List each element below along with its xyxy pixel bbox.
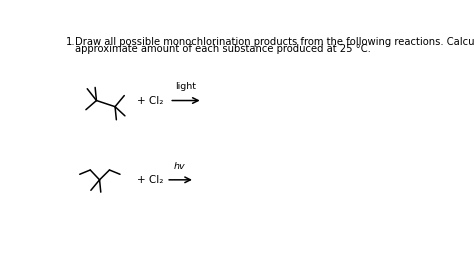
Text: hv: hv — [173, 162, 185, 171]
Text: + Cl₂: + Cl₂ — [137, 175, 163, 185]
Text: + Cl₂: + Cl₂ — [137, 96, 163, 106]
Text: light: light — [175, 82, 196, 91]
Text: Draw all possible monochlorination products from the following reactions. Calcul: Draw all possible monochlorination produ… — [75, 37, 474, 47]
Text: 1.: 1. — [65, 37, 75, 47]
Text: approximate amount of each substance produced at 25 °C.: approximate amount of each substance pro… — [75, 43, 371, 54]
